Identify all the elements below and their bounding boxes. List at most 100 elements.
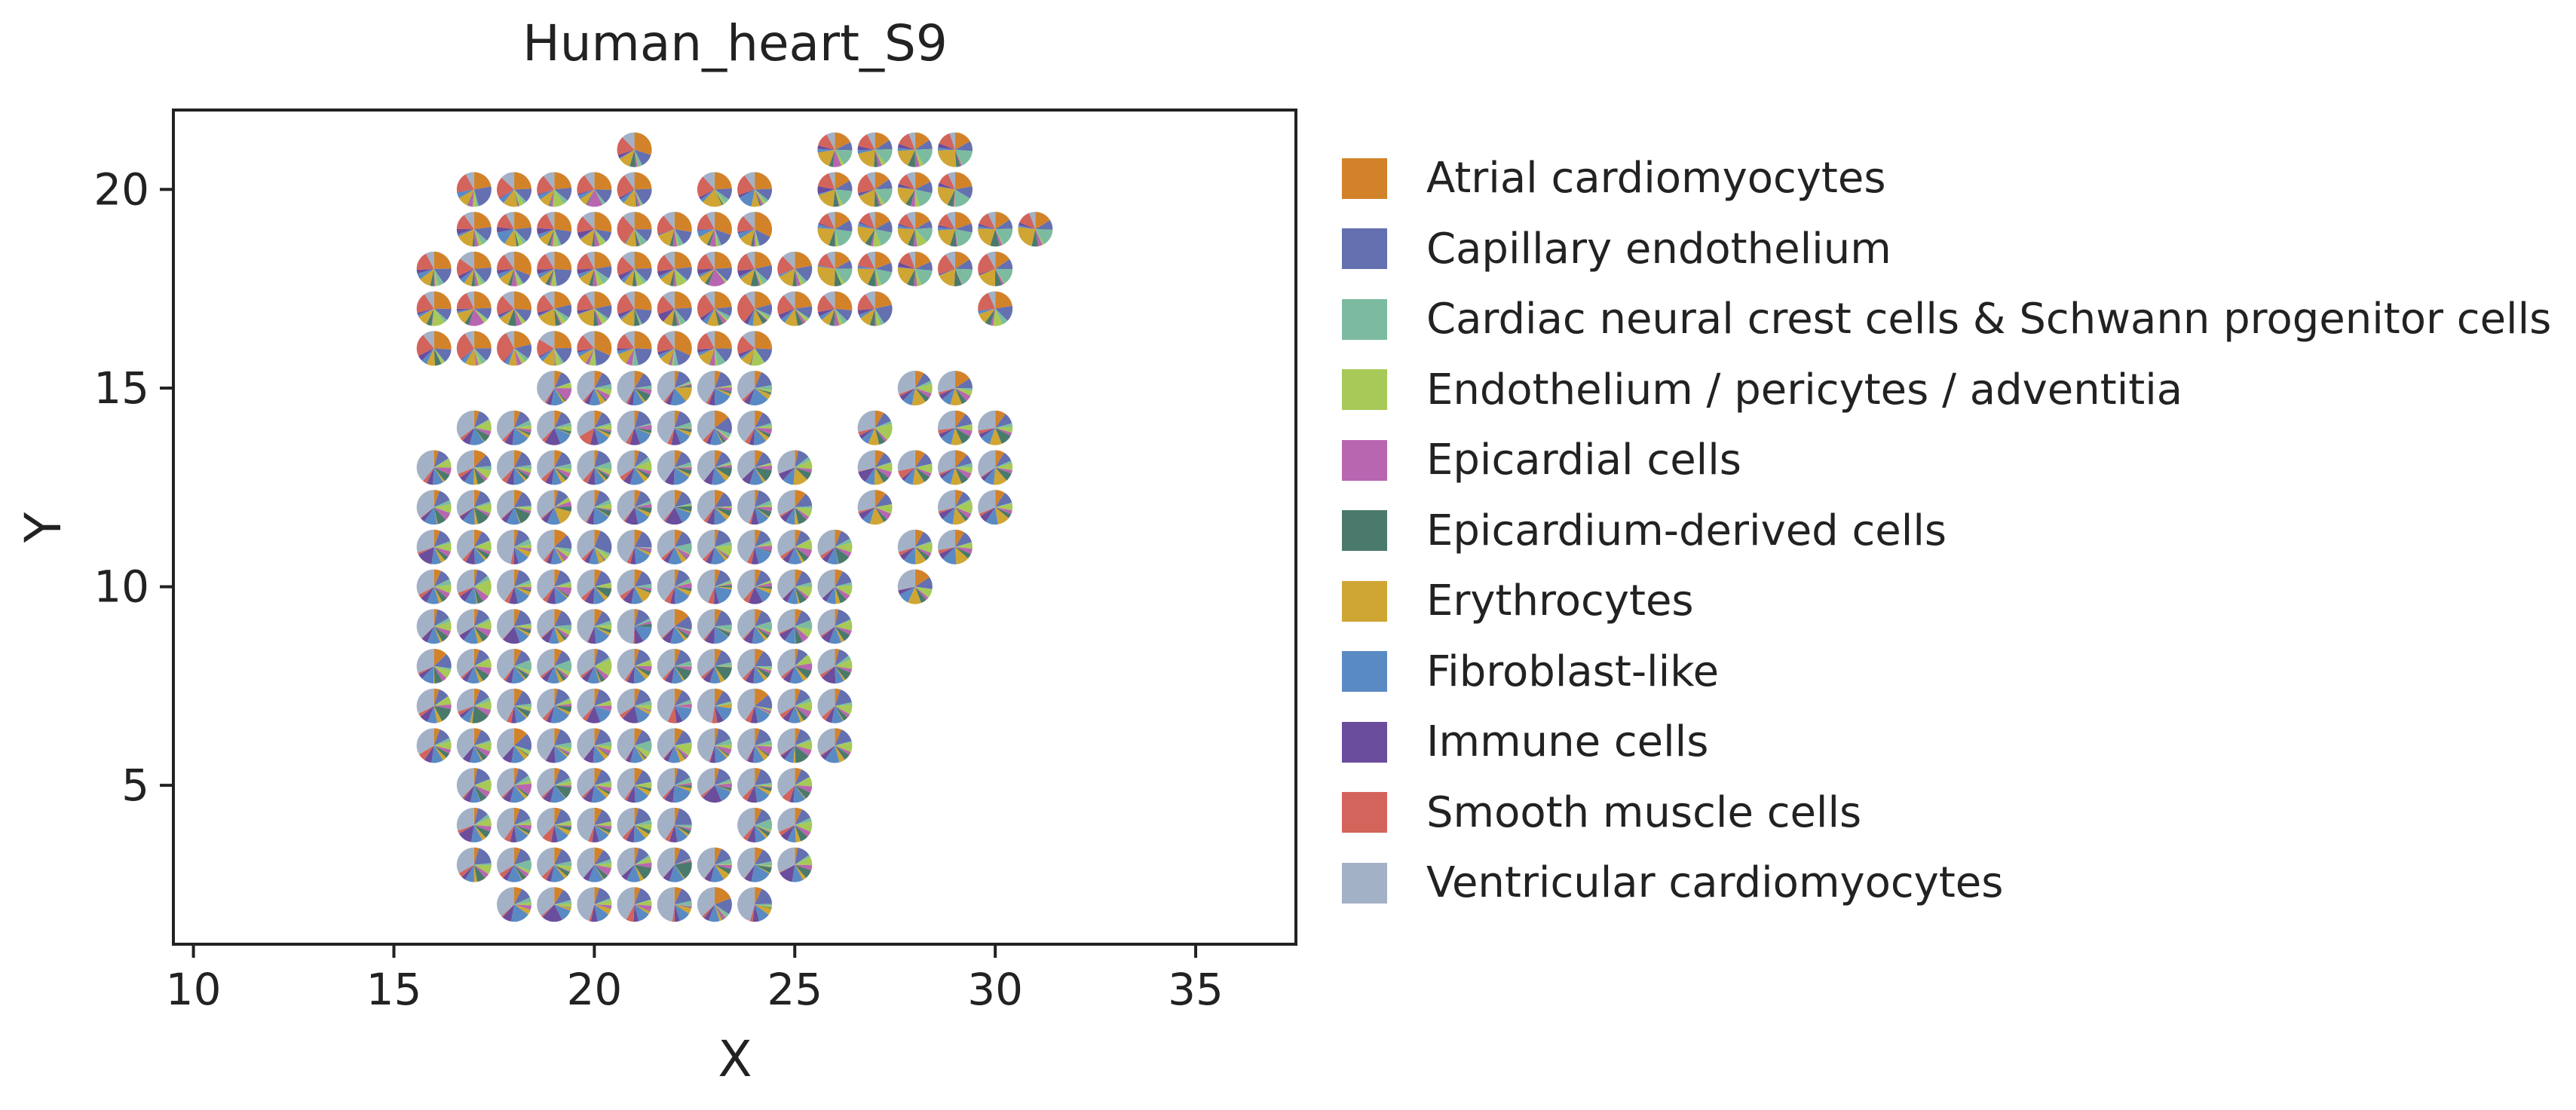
pie-wedge [874,220,893,233]
pie-wedge [421,348,434,365]
pie-wedge [995,507,1009,524]
pie-wedge [822,586,835,602]
pie-wedge [755,649,764,666]
x-tick-label: 10 [166,964,222,1015]
pie-wedge [755,666,772,674]
pie-wedge [751,507,759,525]
pie-wedge [663,388,675,403]
pie-wedge [779,626,795,635]
pie-wedge [634,855,651,865]
pie-wedge [497,649,515,680]
pie-wedge [433,348,442,366]
pie-wedge [594,507,610,518]
pie-wedge [514,824,528,842]
pie-wedge [592,229,595,247]
pie-wedge [780,308,795,323]
pie-wedge [674,229,684,246]
pie-wedge [594,372,611,388]
pie-spot [777,291,813,326]
pie-wedge [554,699,572,706]
pie-wedge [755,546,771,564]
pie-wedge [554,570,571,587]
pie-wedge [458,586,474,597]
pie-spot [416,688,452,723]
pie-wedge [577,229,595,239]
pie-wedge [674,268,688,282]
pie-wedge [617,216,635,243]
pie-wedge [825,745,840,763]
pie-wedge [594,785,609,798]
pie-wedge [858,507,875,514]
pie-wedge [674,728,684,746]
pie-wedge [514,659,532,671]
pie-wedge [504,824,515,842]
pie-wedge [594,785,612,793]
pie-wedge [634,229,640,247]
pie-wedge [939,546,955,559]
pie-wedge [617,807,635,838]
pie-spot [617,331,652,366]
pie-wedge [787,824,796,842]
pie-wedge [548,189,555,206]
pie-wedge [706,251,715,269]
pie-wedge [706,308,719,326]
pie-wedge [914,381,933,388]
pie-wedge [795,809,811,825]
pie-wedge [714,388,732,394]
pie-wedge [594,904,609,922]
pie-wedge [416,335,434,356]
pie-wedge [510,785,525,803]
pie-wedge [714,745,729,758]
pie-wedge [755,864,773,867]
pie-wedge [674,859,692,865]
pie-wedge [473,864,478,882]
pie-wedge [821,308,835,326]
pie-wedge [658,348,675,359]
pie-wedge [457,229,474,237]
pie-spot [577,728,612,763]
pie-wedge [581,546,595,561]
pie-wedge [554,497,568,508]
pie-wedge [594,649,610,666]
pie-wedge [714,308,727,324]
pie-wedge [674,411,691,428]
pie-wedge [514,569,519,587]
pie-wedge [594,427,611,438]
pie-wedge [978,223,996,230]
pie-wedge [954,500,973,514]
pie-wedge [995,503,1013,511]
pie-wedge [674,506,692,512]
pie-wedge [554,268,557,286]
pie-wedge [473,467,478,485]
pie-wedge [554,626,570,638]
pie-wedge [594,189,612,203]
pie-wedge [714,492,732,508]
pie-wedge [473,419,490,428]
pie-wedge [817,569,835,599]
pie-wedge [553,229,559,247]
pie-wedge [594,705,611,711]
pie-wedge [433,666,435,683]
pie-wedge [541,864,555,880]
pie-wedge [657,569,675,601]
pie-wedge [954,546,969,564]
pie-wedge [914,586,929,601]
pie-wedge [674,824,690,836]
pie-wedge [663,507,675,522]
pie-wedge [835,609,839,627]
pie-wedge [835,745,850,760]
pie-wedge [857,223,875,230]
pie-wedge [551,388,563,405]
pie-wedge [514,728,528,746]
pie-spot [577,291,612,326]
pie-wedge [835,659,853,669]
pie-wedge [473,427,490,442]
pie-wedge [456,410,474,439]
pie-wedge [818,189,835,196]
pie-wedge [554,626,565,644]
pie-wedge [674,858,691,865]
pie-wedge [459,626,474,641]
pie-wedge [594,507,612,512]
pie-wedge [755,189,764,206]
pie-wedge [417,308,434,315]
